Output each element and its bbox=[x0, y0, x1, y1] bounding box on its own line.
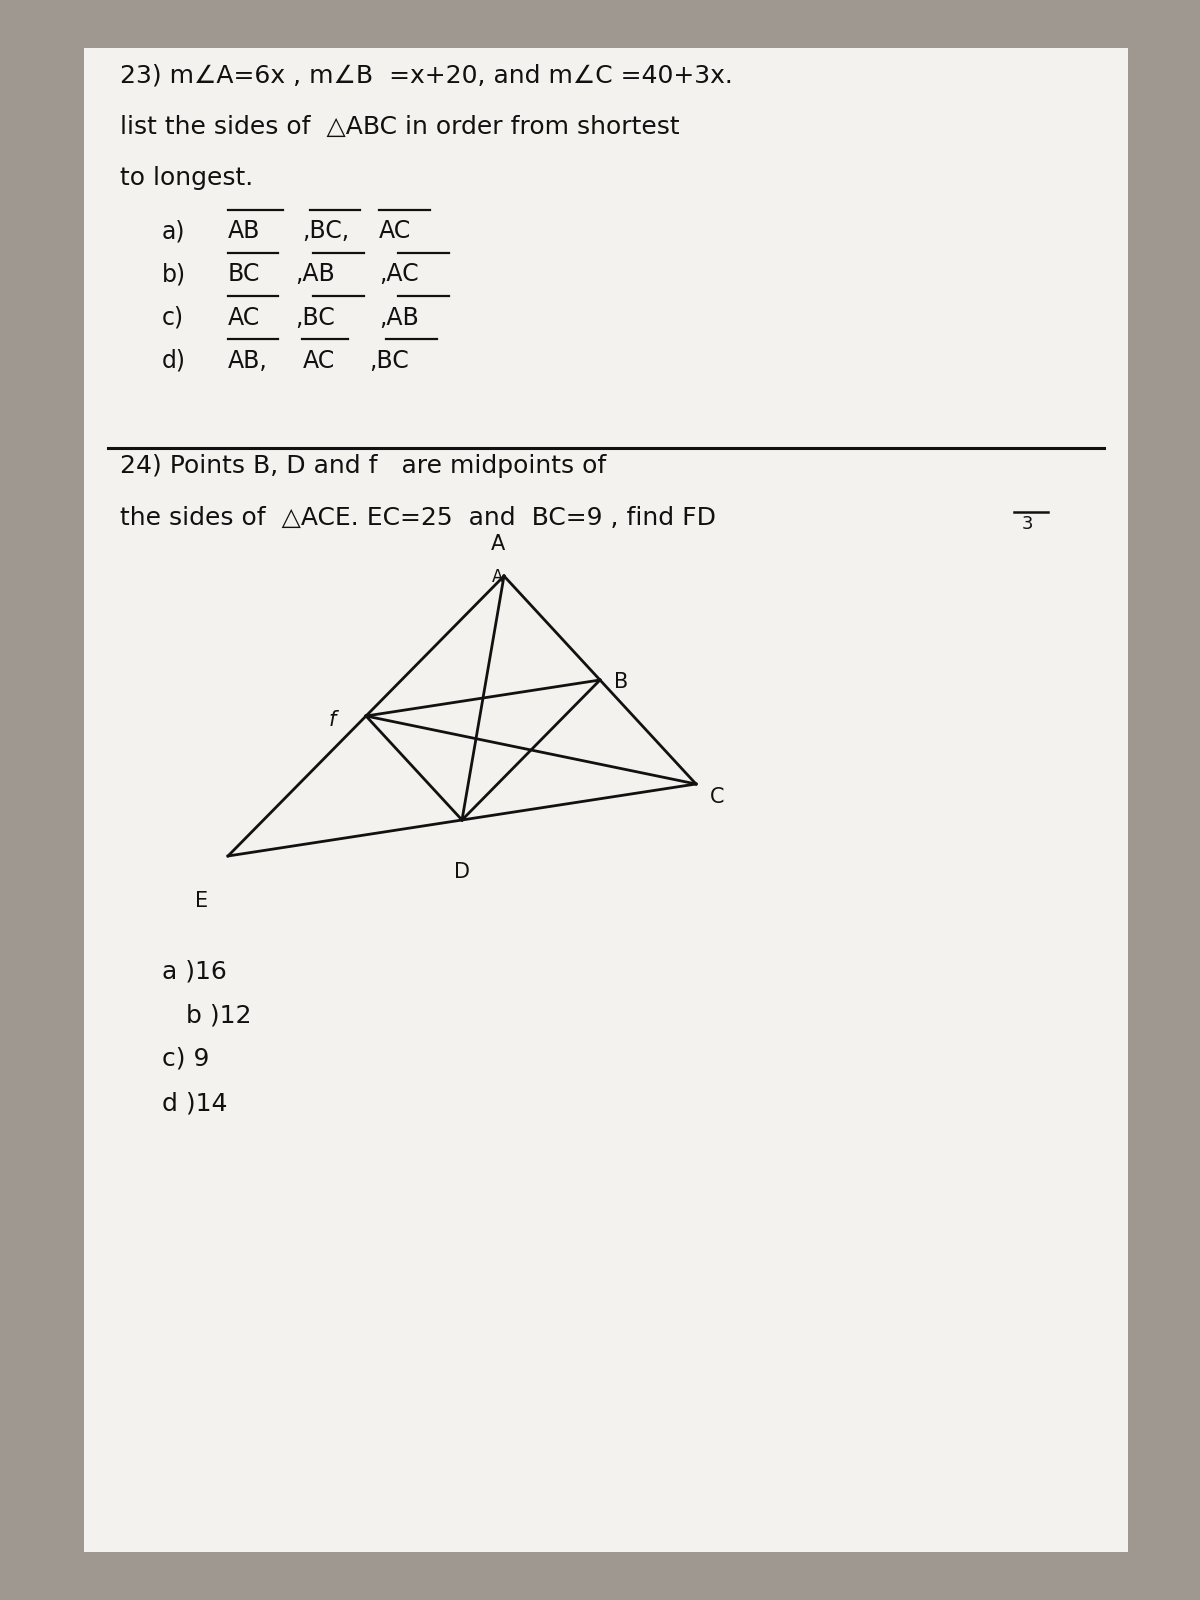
Text: ,AC: ,AC bbox=[379, 262, 419, 286]
Text: a )16: a )16 bbox=[162, 960, 227, 984]
Text: 3: 3 bbox=[1021, 515, 1033, 533]
Text: E: E bbox=[196, 891, 208, 912]
Text: ,BC: ,BC bbox=[295, 306, 335, 330]
Text: AC: AC bbox=[379, 219, 412, 243]
Text: c): c) bbox=[162, 306, 184, 330]
Text: A: A bbox=[492, 568, 504, 586]
Text: ,AB: ,AB bbox=[379, 306, 419, 330]
Text: ,BC: ,BC bbox=[370, 349, 409, 373]
Text: AB: AB bbox=[228, 219, 260, 243]
Text: c) 9: c) 9 bbox=[162, 1046, 209, 1070]
Text: A: A bbox=[491, 534, 505, 554]
Text: the sides of  △ACE. EC=25  and  BC=9 , find FD: the sides of △ACE. EC=25 and BC=9 , find… bbox=[120, 506, 716, 530]
Text: BC: BC bbox=[228, 262, 260, 286]
Text: AC: AC bbox=[228, 306, 260, 330]
Text: list the sides of  △ABC in order from shortest: list the sides of △ABC in order from sho… bbox=[120, 115, 679, 139]
Text: B: B bbox=[614, 672, 629, 693]
Text: D: D bbox=[454, 861, 470, 882]
Text: ,BC,: ,BC, bbox=[302, 219, 349, 243]
Text: 23) m∠A=6x , m∠B  =x+20, and m∠C =40+3x.: 23) m∠A=6x , m∠B =x+20, and m∠C =40+3x. bbox=[120, 64, 733, 88]
Text: AB,: AB, bbox=[228, 349, 268, 373]
Text: 24) Points B, D and f   are midpoints of: 24) Points B, D and f are midpoints of bbox=[120, 454, 606, 478]
Text: AC: AC bbox=[302, 349, 335, 373]
Text: b): b) bbox=[162, 262, 186, 286]
Text: d): d) bbox=[162, 349, 186, 373]
Text: ,AB: ,AB bbox=[295, 262, 335, 286]
Text: C: C bbox=[710, 787, 725, 806]
Text: d )14: d )14 bbox=[162, 1091, 228, 1115]
Text: a): a) bbox=[162, 219, 186, 243]
Text: f: f bbox=[329, 710, 336, 730]
FancyBboxPatch shape bbox=[84, 48, 1128, 1552]
Text: b )12: b )12 bbox=[186, 1003, 252, 1027]
Text: to longest.: to longest. bbox=[120, 166, 253, 190]
